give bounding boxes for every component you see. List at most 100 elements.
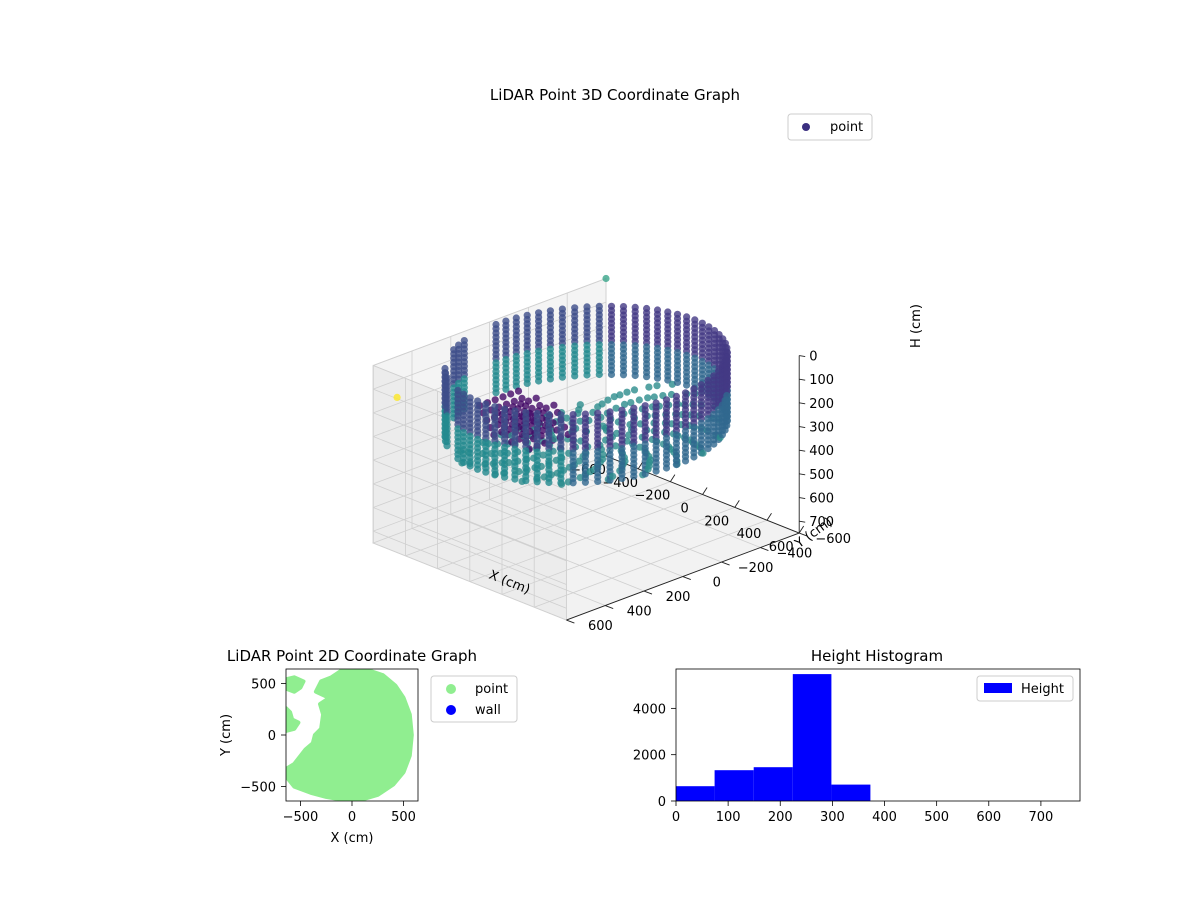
chart-3d-gridline-y	[489, 499, 683, 577]
chart-3d-gridline-y	[411, 528, 606, 606]
chart-2d-y-tick-label: 500	[251, 677, 276, 692]
chart-3d-point	[511, 475, 519, 483]
chart-3d-y-tick-label: −400	[777, 547, 813, 562]
chart-3d-z-tick	[799, 520, 806, 523]
chart-hist-y-tick-label: 2000	[633, 749, 666, 764]
chart-3d-point	[501, 473, 509, 481]
chart-3d-gridline-y	[528, 484, 722, 563]
chart-3d-legend-marker	[802, 123, 810, 131]
chart-3d-y-tick-label: −600	[815, 532, 851, 547]
chart-3d-point	[636, 443, 644, 451]
chart-2d-legend-point-marker	[446, 684, 456, 694]
chart-hist-x-tick-label: 300	[820, 810, 845, 825]
chart-3d-gridline-z	[373, 325, 607, 414]
chart-2d-y-tick-label: −500	[240, 781, 276, 796]
chart-3d-point	[576, 401, 584, 409]
chart-2d-ticks: −500 0 500 −500 0 500	[240, 677, 416, 825]
chart-3d-gridline-y	[373, 542, 567, 621]
chart-3d-point	[583, 371, 591, 379]
chart-3d-point	[644, 394, 652, 402]
chart-3d-point	[673, 378, 682, 386]
chart-3d-point	[635, 396, 643, 404]
chart-2d-x-tick-label: 0	[348, 810, 356, 825]
chart-3d-gridline-z	[373, 507, 567, 585]
chart-hist-legend-box	[976, 675, 1074, 702]
chart-3d-y-tick	[643, 590, 653, 595]
chart-3d-point	[515, 467, 523, 476]
chart-3d-x-tick	[702, 487, 708, 495]
chart-2d-title: LiDAR Point 2D Coordinate Graph	[227, 647, 477, 665]
chart-3d-point	[524, 397, 533, 405]
chart-3d-z-tick	[799, 402, 806, 405]
chart-hist-bar	[676, 786, 715, 801]
chart-3d-point	[518, 394, 526, 402]
chart-3d-point	[539, 451, 547, 459]
chart-3d-point	[558, 480, 566, 488]
chart-2d-legend-wall-label: wall	[475, 703, 501, 718]
chart-3d-point	[630, 472, 638, 480]
chart-3d-point	[460, 458, 468, 466]
chart-3d-point	[699, 449, 707, 457]
chart-hist-legend-label: Height	[1021, 682, 1064, 697]
chart-3d-point	[723, 421, 731, 429]
chart-3d-y-tick	[760, 547, 769, 551]
chart-3d-z-tick-label: 100	[809, 373, 834, 388]
chart-2d-legend-wall-marker	[446, 705, 456, 715]
chart-3d-x-tick-label: 400	[737, 527, 762, 542]
chart-3d-point	[523, 379, 531, 387]
chart-3d-x-tick	[766, 512, 772, 521]
chart-3d-point	[491, 471, 499, 479]
chart-3d-z-tick-label: 600	[809, 492, 834, 507]
chart-hist-bar	[714, 770, 754, 801]
chart-3d-point	[643, 373, 651, 381]
chart-3d-gridline-z	[373, 483, 567, 562]
chart-3d-legend: point	[787, 113, 873, 141]
chart-3d-point	[619, 371, 628, 379]
chart-hist-x-tick-label: 100	[716, 810, 741, 825]
chart-3d-point	[610, 393, 618, 401]
chart-3d-point	[672, 461, 681, 469]
chart-3d-gridline-z	[373, 443, 607, 532]
chart-3d-y-tick	[566, 619, 575, 624]
chart-3d-point	[630, 386, 639, 394]
chart-3d-point	[466, 462, 474, 470]
chart-3d-legend-label: point	[830, 120, 863, 135]
chart-3d-y-tick	[721, 561, 730, 566]
chart-3d-point	[545, 478, 553, 487]
chart-2d: LiDAR Point 2D Coordinate Graph −500 0 500…	[219, 647, 518, 846]
chart-3d-point	[612, 442, 620, 450]
chart-3d-point	[612, 404, 620, 412]
chart-3d-y-tick	[605, 605, 614, 609]
chart-hist-y-tick-label: 0	[658, 795, 666, 810]
chart-3d-point	[474, 465, 482, 473]
chart-3d-point	[618, 474, 626, 482]
chart-3d-point	[616, 391, 624, 399]
chart-3d-point	[532, 394, 540, 402]
chart-3d-point	[620, 400, 629, 408]
chart-3d-legend-box	[787, 113, 873, 141]
chart-hist-y-tick-label: 4000	[633, 702, 666, 717]
chart-3d-point	[653, 382, 661, 390]
chart-3d-point	[571, 372, 579, 380]
chart-3d-point	[650, 393, 658, 401]
chart-3d-point	[664, 376, 672, 384]
chart-2d-ylabel: Y (cm)	[219, 714, 234, 757]
chart-3d-point	[646, 456, 655, 464]
chart-3d-gridline-y	[450, 513, 645, 592]
chart-hist-x-tick-label: 600	[976, 810, 1001, 825]
chart-hist-legend: Height	[976, 675, 1074, 702]
chart-3d-point	[533, 478, 541, 486]
chart-3d-point	[594, 477, 602, 485]
chart-3d-point	[563, 414, 571, 422]
chart-3d-point	[514, 387, 523, 395]
chart-3d-gridline-z	[373, 301, 607, 390]
chart-hist-x-tick-label: 0	[672, 810, 680, 825]
chart-3d-x-tick-label: 600	[769, 540, 794, 555]
chart-2d-legend-point-label: point	[475, 682, 508, 697]
chart-hist-x-tick-label: 700	[1028, 810, 1053, 825]
chart-3d-z-tick	[799, 497, 806, 499]
chart-3d-z-tick-label: 400	[809, 444, 834, 459]
chart-hist-x-tick-label: 400	[872, 810, 897, 825]
chart-3d-y-tick-label: −200	[738, 561, 774, 576]
